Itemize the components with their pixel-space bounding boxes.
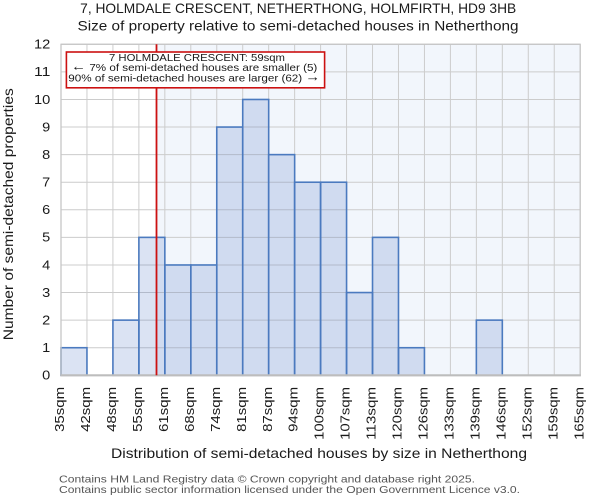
- svg-text:120sqm: 120sqm: [391, 387, 405, 440]
- svg-text:Contains public sector informa: Contains public sector information licen…: [59, 485, 520, 496]
- svg-text:2: 2: [42, 313, 50, 327]
- svg-text:42sqm: 42sqm: [79, 387, 93, 432]
- svg-text:3: 3: [42, 286, 50, 300]
- svg-text:165sqm: 165sqm: [572, 387, 586, 440]
- svg-text:← 7% of semi-detached houses a: ← 7% of semi-detached houses are smaller…: [71, 59, 317, 75]
- svg-text:81sqm: 81sqm: [235, 387, 249, 432]
- svg-text:113sqm: 113sqm: [365, 387, 379, 440]
- svg-text:159sqm: 159sqm: [546, 387, 560, 440]
- svg-text:4: 4: [42, 258, 50, 272]
- svg-text:74sqm: 74sqm: [209, 387, 223, 432]
- svg-text:Contains HM Land Registry data: Contains HM Land Registry data © Crown c…: [59, 475, 475, 486]
- svg-text:107sqm: 107sqm: [339, 387, 353, 440]
- svg-text:7, HOLMDALE CRESCENT, NETHERTH: 7, HOLMDALE CRESCENT, NETHERTHONG, HOLMF…: [80, 1, 516, 16]
- svg-text:48sqm: 48sqm: [105, 387, 119, 432]
- svg-text:68sqm: 68sqm: [183, 387, 197, 432]
- svg-text:146sqm: 146sqm: [494, 387, 508, 440]
- svg-text:94sqm: 94sqm: [287, 387, 301, 432]
- svg-text:9: 9: [42, 120, 50, 134]
- svg-text:35sqm: 35sqm: [53, 387, 67, 432]
- svg-text:12: 12: [34, 38, 50, 52]
- svg-text:139sqm: 139sqm: [468, 387, 482, 440]
- svg-text:61sqm: 61sqm: [157, 387, 171, 432]
- svg-text:55sqm: 55sqm: [131, 387, 145, 432]
- svg-text:10: 10: [34, 93, 50, 107]
- svg-text:0: 0: [42, 369, 50, 383]
- svg-text:Size of property relative to s: Size of property relative to semi-detach…: [78, 18, 519, 33]
- svg-text:152sqm: 152sqm: [520, 387, 534, 440]
- svg-text:7: 7: [42, 176, 50, 190]
- svg-text:6: 6: [42, 203, 50, 217]
- svg-text:133sqm: 133sqm: [443, 387, 457, 440]
- svg-text:1: 1: [42, 341, 50, 355]
- svg-text:Distribution of semi-detached: Distribution of semi-detached houses by …: [111, 446, 527, 461]
- svg-text:90% of semi-detached houses ar: 90% of semi-detached houses are larger (…: [68, 69, 320, 85]
- svg-text:7 HOLMDALE CRESCENT: 59sqm: 7 HOLMDALE CRESCENT: 59sqm: [109, 53, 285, 64]
- svg-text:87sqm: 87sqm: [261, 387, 275, 432]
- svg-text:Number of semi-detached proper: Number of semi-detached properties: [1, 88, 16, 340]
- svg-text:11: 11: [34, 65, 50, 79]
- svg-text:5: 5: [42, 231, 50, 245]
- svg-text:100sqm: 100sqm: [313, 387, 327, 440]
- svg-text:126sqm: 126sqm: [417, 387, 431, 440]
- svg-text:8: 8: [42, 148, 50, 162]
